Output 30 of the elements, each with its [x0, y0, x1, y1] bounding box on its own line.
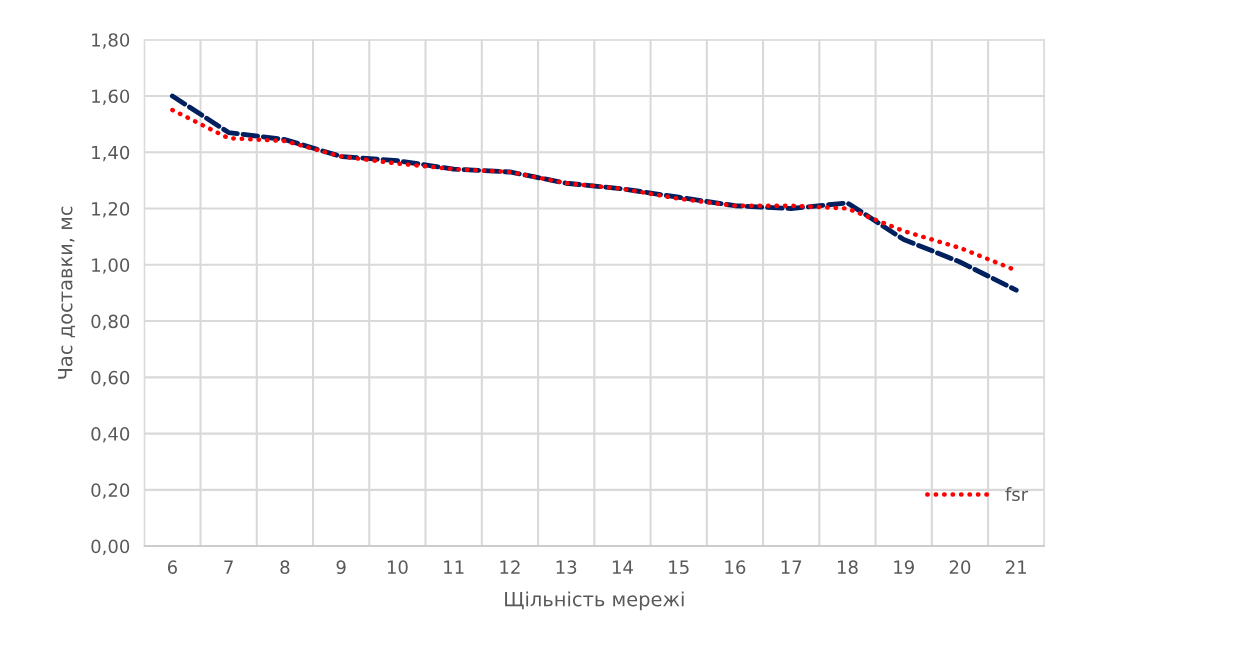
y-tick-label: 1,20 — [92, 201, 130, 218]
y-tick-label: 0,60 — [91, 370, 130, 387]
x-tick-label: 11 — [444, 560, 464, 574]
y-tick-label: 0,80 — [91, 314, 130, 331]
x-tick-label: 16 — [725, 560, 746, 575]
x-tick-label: 19 — [894, 560, 914, 575]
y-tick-label: 0,20 — [91, 483, 130, 499]
x-tick-label: 15 — [669, 560, 689, 575]
x-tick-label: 8 — [280, 560, 290, 575]
y-axis-title: Час доставки, мс — [58, 206, 75, 379]
x-tick-label: 12 — [500, 560, 520, 574]
line-series — [169, 93, 1019, 293]
x-tick-label: 9 — [336, 560, 346, 575]
x-tick-label: 10 — [387, 560, 408, 575]
x-tick-label: 20 — [949, 560, 971, 575]
x-axis-title: Щільність мережі — [505, 591, 684, 611]
x-tick-label: 21 — [1006, 560, 1027, 574]
y-tick-label: 0,00 — [91, 539, 130, 556]
x-tick-label: 18 — [837, 560, 858, 575]
y-tick-label: 1,60 — [92, 89, 130, 105]
x-tick-label: 17 — [781, 560, 802, 574]
legend-label: fsr — [1005, 487, 1029, 502]
x-tick-label: 14 — [612, 560, 633, 574]
x-tick-label: 13 — [556, 560, 577, 575]
x-tick-label: 6 — [167, 560, 177, 575]
y-tick-label: 1,80 — [92, 33, 130, 49]
y-tick-label: 1,00 — [92, 258, 130, 274]
x-tick-label: 7 — [224, 560, 233, 574]
y-tick-label: 1,40 — [92, 145, 130, 162]
y-tick-label: 0,40 — [91, 427, 130, 443]
